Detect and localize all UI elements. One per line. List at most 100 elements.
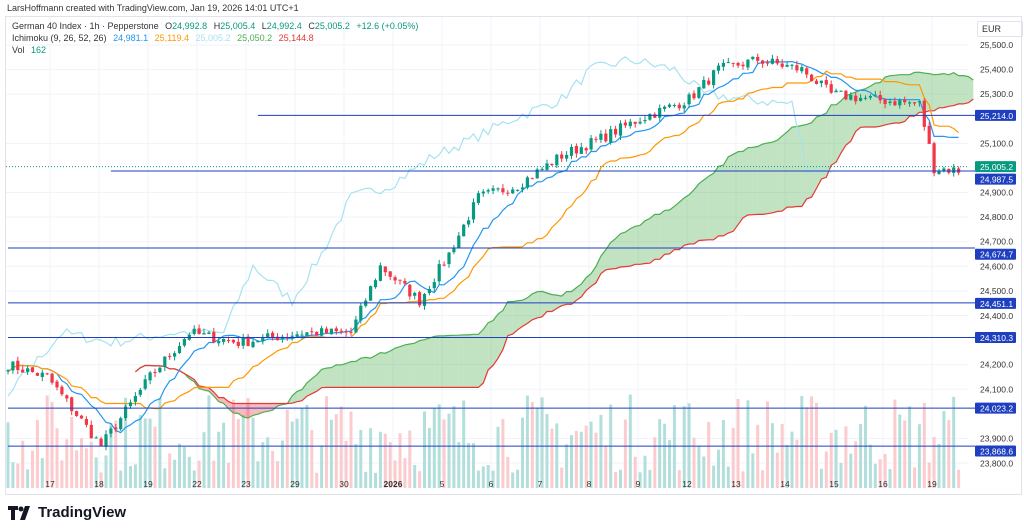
candle-body (746, 59, 750, 68)
cloud-segment (483, 322, 489, 384)
level-price-label-bg (975, 248, 1016, 260)
candle-body (60, 386, 64, 395)
cloud-segment (733, 151, 739, 232)
volume-bar (937, 443, 941, 488)
candle-body (579, 147, 583, 154)
volume-bar (922, 403, 926, 488)
cloud-segment (493, 314, 498, 366)
volume-bar (648, 469, 652, 488)
candle-body (643, 120, 647, 122)
volume-bar (207, 395, 211, 488)
legend-symbol-row: German 40 Index · 1h · Pepperstone O24,9… (12, 21, 422, 31)
cloud-segment (880, 77, 886, 127)
volume-bar (339, 406, 343, 488)
candle-body (903, 99, 907, 103)
cloud-segment (341, 363, 347, 388)
cloud-segment (311, 374, 317, 394)
candle-body (182, 339, 186, 346)
volume-bar (423, 411, 426, 488)
ohlc-open: O24,992.8 (165, 21, 208, 31)
cloud-segment (556, 295, 562, 309)
volume-name[interactable]: Vol (12, 45, 25, 55)
candle-body (486, 190, 490, 192)
volume-bar (300, 407, 304, 488)
candle-body (672, 105, 676, 107)
volume-bar (432, 408, 436, 488)
volume-bar (418, 471, 422, 488)
candle-body (785, 64, 789, 67)
cloud-segment (468, 334, 474, 388)
volume-bar (16, 463, 20, 488)
volume-bar (89, 441, 93, 488)
candle-body (506, 192, 510, 194)
cloud-segment (630, 226, 636, 267)
cloud-segment (894, 74, 900, 123)
cloud-segment (253, 403, 258, 416)
cloud-segment (801, 124, 807, 207)
candle-body (266, 333, 270, 338)
candle-body (403, 280, 407, 284)
cloud-segment (223, 397, 229, 409)
volume-bar (594, 432, 598, 488)
x-tick-label: 8 (587, 479, 592, 489)
cloud-segment (689, 189, 694, 244)
candle-body (819, 80, 823, 84)
cloud-segment (948, 72, 954, 107)
candle-body (574, 146, 578, 154)
cloud-segment (914, 72, 920, 117)
candle-body (844, 90, 848, 100)
candle-body (295, 334, 299, 337)
candle-body (726, 62, 730, 64)
volume-bar (227, 462, 230, 488)
candle-body (765, 62, 770, 64)
candle-body (932, 143, 936, 174)
cloud-segment (605, 242, 611, 270)
volume-bar (241, 415, 245, 488)
cloud-segment (939, 73, 944, 108)
cloud-segment (414, 340, 420, 388)
candle-body (878, 95, 882, 101)
candle-body (898, 100, 902, 106)
candle-body (609, 129, 613, 143)
cloud-segment (777, 135, 783, 212)
x-tick-label: 5 (440, 479, 445, 489)
candle-body (70, 397, 74, 412)
cloud-segment (635, 225, 641, 265)
volume-bar (369, 428, 373, 488)
volume-bar (525, 395, 529, 488)
symbol-name[interactable]: German 40 Index · 1h · Pepperstone (12, 21, 159, 31)
candle-body (628, 121, 632, 127)
volume-bar (217, 431, 221, 488)
ichimoku-name[interactable]: Ichimoku (9, 26, 52, 26) (12, 33, 107, 43)
candle-body (241, 337, 245, 346)
candle-body (516, 189, 520, 191)
x-tick-label: 16 (878, 479, 888, 489)
volume-bar (849, 453, 853, 488)
cloud-segment (498, 310, 503, 359)
level-price-label: 24,987.5 (980, 175, 1013, 185)
cloud-segment (762, 143, 768, 215)
volume-bar (653, 437, 657, 488)
volume-bar (785, 444, 789, 488)
chikou-value: 25,005.2 (195, 33, 231, 43)
cloud-segment (238, 403, 244, 417)
candle-body (393, 277, 397, 281)
tradingview-logo[interactable]: TradingView (8, 504, 126, 521)
chart-credit: LarsHoffmann created with TradingView.co… (7, 3, 299, 13)
price-chart[interactable]: 25,500.0 25,400.0 25,300.0 25,214.0 25,100.0… (0, 0, 1024, 500)
x-tick-label: 14 (780, 479, 790, 489)
candle-body (344, 331, 348, 333)
candle-body (721, 62, 725, 67)
candle-body (192, 328, 196, 334)
volume-bar (31, 450, 34, 488)
cloud-segment (698, 179, 704, 241)
chart-frame (5, 16, 1022, 495)
currency-selector[interactable]: EUR (977, 21, 1023, 37)
candle-body (682, 105, 686, 109)
volume-bar (864, 405, 867, 488)
cloud-segment (375, 352, 381, 388)
y-tick-label: 24,700.0 (980, 237, 1013, 247)
volume-bar (878, 459, 882, 488)
volume-bar (800, 395, 804, 488)
last-price-label: 25,005.2 (980, 162, 1013, 172)
